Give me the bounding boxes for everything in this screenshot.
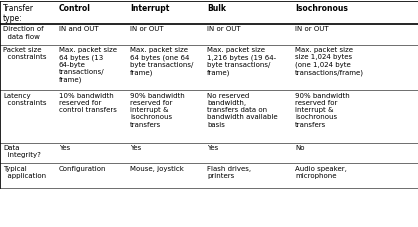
Text: Audio speaker,
microphone: Audio speaker, microphone bbox=[295, 165, 347, 178]
Text: Yes: Yes bbox=[59, 144, 70, 150]
Text: Flash drives,
printers: Flash drives, printers bbox=[207, 165, 252, 178]
Text: Max. packet size
64 bytes (13
64-byte
transactions/
frame): Max. packet size 64 bytes (13 64-byte tr… bbox=[59, 47, 117, 83]
Text: Transfer
type:: Transfer type: bbox=[3, 4, 34, 23]
Text: Latency
  constraints: Latency constraints bbox=[3, 92, 46, 105]
Text: Max. packet size
1,216 bytes (19 64-
byte transactions/
frame): Max. packet size 1,216 bytes (19 64- byt… bbox=[207, 47, 276, 75]
Text: 10% bandwidth
reserved for
control transfers: 10% bandwidth reserved for control trans… bbox=[59, 92, 117, 113]
Text: No reserved
bandwidth,
transfers data on
bandwidth available
basis: No reserved bandwidth, transfers data on… bbox=[207, 92, 278, 127]
Text: Max. packet size
size 1,024 bytes
(one 1,024 byte
transactions/frame): Max. packet size size 1,024 bytes (one 1… bbox=[295, 47, 364, 75]
Text: IN or OUT: IN or OUT bbox=[295, 26, 329, 32]
Text: 90% bandwidth
reserved for
interrupt &
isochronous
transfers: 90% bandwidth reserved for interrupt & i… bbox=[130, 92, 185, 127]
Text: IN or OUT: IN or OUT bbox=[207, 26, 241, 32]
Text: Data
  integrity?: Data integrity? bbox=[3, 144, 41, 158]
Text: IN and OUT: IN and OUT bbox=[59, 26, 99, 32]
Text: Interrupt: Interrupt bbox=[130, 4, 169, 12]
Text: Typical
  application: Typical application bbox=[3, 165, 46, 178]
Text: No: No bbox=[295, 144, 305, 150]
Text: Isochronous: Isochronous bbox=[295, 4, 348, 12]
Text: Max. packet size
64 bytes (one 64
byte transactions/
frame): Max. packet size 64 bytes (one 64 byte t… bbox=[130, 47, 194, 75]
Text: Control: Control bbox=[59, 4, 91, 12]
Text: IN or OUT: IN or OUT bbox=[130, 26, 163, 32]
Text: Yes: Yes bbox=[207, 144, 219, 150]
Text: 90% bandwidth
reserved for
interrupt &
isochronous
transfers: 90% bandwidth reserved for interrupt & i… bbox=[295, 92, 350, 127]
Text: Yes: Yes bbox=[130, 144, 141, 150]
Text: Direction of
  data flow: Direction of data flow bbox=[3, 26, 43, 39]
Text: Packet size
  constraints: Packet size constraints bbox=[3, 47, 46, 60]
Text: Mouse, joystick: Mouse, joystick bbox=[130, 165, 184, 171]
Text: Configuration: Configuration bbox=[59, 165, 107, 171]
Text: Bulk: Bulk bbox=[207, 4, 226, 12]
